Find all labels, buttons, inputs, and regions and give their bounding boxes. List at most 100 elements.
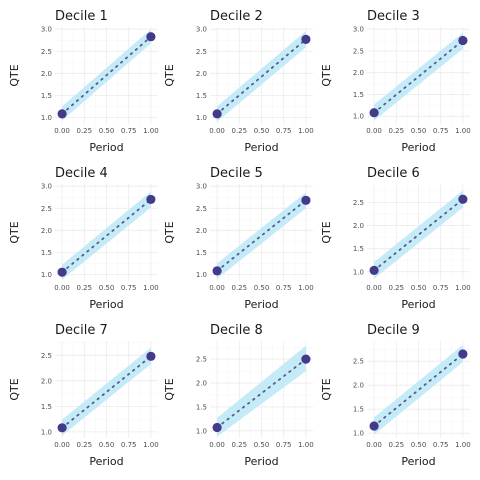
confidence-band (62, 347, 151, 436)
qte-point (369, 265, 379, 275)
qte-point (57, 109, 67, 119)
x-tick-label: 0.00 (366, 127, 382, 135)
y-tick-label: 1.5 (196, 403, 207, 411)
qte-trend-line (216, 358, 307, 429)
qte-trend-line (61, 35, 152, 115)
confidence-band (62, 191, 151, 280)
x-tick-label: 0.50 (254, 284, 270, 292)
x-tick-label: 0.00 (54, 284, 70, 292)
x-tick-label: 1.00 (143, 284, 159, 292)
qte-point (369, 421, 379, 431)
x-tick-label: 0.75 (276, 441, 292, 449)
x-tick-label: 0.25 (232, 127, 248, 135)
x-tick-label: 0.50 (254, 127, 270, 135)
qte-point (301, 195, 311, 205)
x-axis-label: Period (244, 141, 278, 154)
y-tick-label: 2.0 (353, 382, 364, 390)
y-axis-label: QTE (320, 64, 333, 86)
y-tick-label: 1.0 (41, 428, 52, 436)
qte-point (458, 35, 468, 46)
x-tick-label: 1.00 (143, 127, 159, 135)
x-tick-label: 1.00 (298, 441, 314, 449)
y-tick-label: 3.0 (353, 26, 364, 34)
x-tick-label: 1.00 (455, 127, 471, 135)
x-tick-label: 0.50 (411, 441, 427, 449)
y-axis-label: QTE (320, 221, 333, 243)
qte-point (212, 266, 222, 276)
y-tick-label: 2.5 (41, 48, 52, 56)
y-tick-label: 2.0 (353, 222, 364, 230)
y-tick-label: 1.5 (353, 91, 364, 99)
qte-point (146, 351, 156, 361)
panel-title: Decile 2 (210, 9, 263, 24)
y-tick-label: 1.5 (353, 406, 364, 414)
y-tick-label: 1.0 (353, 430, 364, 438)
confidence-band (217, 192, 306, 279)
x-tick-label: 0.50 (99, 441, 115, 449)
x-tick-label: 1.00 (455, 441, 471, 449)
x-tick-label: 0.25 (232, 284, 248, 292)
facet-panel: 0.00 0.25 0.50 0.75 1.00 1.0 1.5 2.0 2.5 Decile 7… (8, 323, 159, 468)
y-tick-label: 1.5 (353, 245, 364, 253)
y-tick-label: 3.0 (196, 183, 207, 191)
y-tick-label: 2.0 (41, 377, 52, 385)
y-axis-label: QTE (320, 378, 333, 400)
facet-panel: 0.00 0.25 0.50 0.75 1.00 1.0 1.5 2.0 2.5 Decile 9… (320, 323, 471, 468)
confidence-band (217, 345, 306, 437)
confidence-band (374, 32, 463, 121)
qte-point (458, 349, 468, 359)
y-tick-label: 1.0 (196, 271, 207, 279)
y-tick-label: 2.0 (41, 70, 52, 78)
x-tick-label: 0.00 (209, 441, 225, 449)
qte-point (369, 108, 379, 118)
x-tick-label: 0.75 (276, 127, 292, 135)
x-tick-label: 0.75 (121, 441, 137, 449)
x-axis-label: Period (89, 455, 123, 468)
facet-panel: 0.00 0.25 0.50 0.75 1.00 1.0 1.5 2.0 2.5 3.0Decil… (8, 166, 159, 311)
x-tick-label: 0.25 (77, 441, 93, 449)
x-tick-label: 0.75 (121, 284, 137, 292)
x-axis-label: Period (89, 298, 123, 311)
x-tick-label: 0.75 (433, 441, 449, 449)
facet-panel: 0.00 0.25 0.50 0.75 1.00 1.0 1.5 2.0 2.5 3.0Decil… (320, 9, 471, 154)
panel-title: Decile 9 (367, 323, 420, 338)
y-tick-label: 2.5 (196, 48, 207, 56)
qte-point (146, 32, 156, 42)
y-tick-label: 1.5 (41, 92, 52, 100)
x-tick-label: 1.00 (298, 284, 314, 292)
x-tick-label: 0.00 (366, 441, 382, 449)
x-axis-label: Period (401, 455, 435, 468)
x-tick-label: 0.50 (411, 127, 427, 135)
y-tick-label: 2.5 (41, 205, 52, 213)
x-tick-label: 0.00 (209, 127, 225, 135)
y-tick-label: 2.0 (196, 70, 207, 78)
x-tick-label: 0.75 (433, 284, 449, 292)
confidence-band (374, 344, 463, 435)
y-tick-label: 1.0 (196, 427, 207, 435)
y-tick-label: 1.5 (41, 403, 52, 411)
x-tick-label: 0.25 (77, 127, 93, 135)
y-tick-label: 1.0 (353, 268, 364, 276)
y-axis-label: QTE (8, 64, 21, 86)
x-tick-label: 0.25 (389, 284, 405, 292)
y-tick-label: 3.0 (196, 26, 207, 34)
x-tick-label: 0.75 (276, 284, 292, 292)
y-tick-label: 2.0 (196, 227, 207, 235)
facet-panel: 0.00 0.25 0.50 0.75 1.00 1.0 1.5 2.0 2.5 3.0Decil… (163, 166, 314, 311)
panel-title: Decile 6 (367, 166, 420, 181)
qte-point (212, 109, 222, 119)
facet-panel: 0.00 0.25 0.50 0.75 1.00 1.0 1.5 2.0 2.5 Decile 6… (320, 166, 471, 311)
y-tick-label: 1.5 (41, 249, 52, 257)
y-tick-label: 1.0 (41, 271, 52, 279)
qte-trend-line (61, 198, 152, 274)
x-tick-label: 0.25 (77, 284, 93, 292)
y-tick-label: 1.5 (196, 92, 207, 100)
x-tick-label: 0.00 (54, 127, 70, 135)
qte-trend-line (373, 353, 464, 427)
qte-trend-line (216, 38, 307, 115)
qte-point (212, 422, 222, 433)
x-tick-label: 0.25 (232, 441, 248, 449)
x-tick-label: 0.50 (99, 284, 115, 292)
x-tick-label: 0.00 (366, 284, 382, 292)
y-axis-label: QTE (8, 378, 21, 400)
